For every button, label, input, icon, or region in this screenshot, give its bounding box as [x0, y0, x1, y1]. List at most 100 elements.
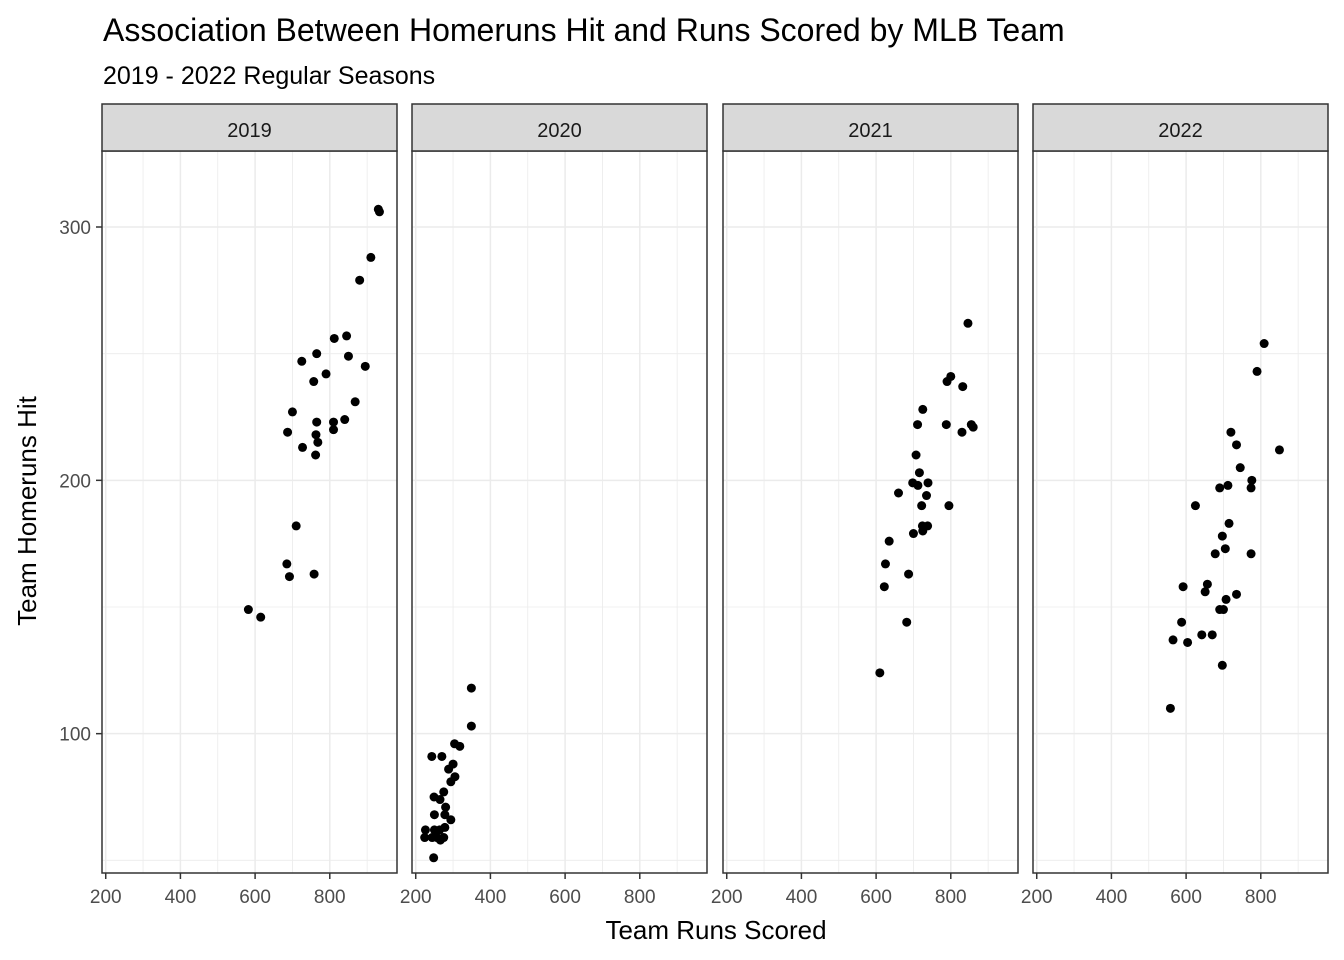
data-point [1274, 445, 1284, 455]
data-point [342, 331, 352, 341]
data-point [291, 521, 301, 531]
data-point [298, 442, 308, 452]
data-point [1224, 518, 1234, 528]
data-point [420, 833, 430, 843]
data-point [884, 536, 894, 546]
data-point [1168, 635, 1178, 645]
data-point [1202, 579, 1212, 589]
data-point [1215, 483, 1225, 493]
data-point [1218, 605, 1228, 615]
data-point [1246, 549, 1256, 559]
data-point [1232, 589, 1242, 599]
x-tick-label: 600 [860, 887, 892, 908]
data-point [1247, 475, 1257, 485]
data-point [1190, 501, 1200, 511]
data-point [1177, 617, 1187, 627]
data-point [429, 853, 439, 863]
y-axis-title: Team Homeruns Hit [12, 395, 42, 626]
data-point [444, 764, 454, 774]
data-point [297, 356, 307, 366]
facet-panel-2020: 2020 200 400 600 800 [400, 103, 708, 908]
facet-strip [411, 103, 708, 152]
data-point [923, 478, 933, 488]
panel-background [412, 151, 707, 873]
data-point [455, 741, 465, 751]
facet-panel-2021: 2021 200 400 600 800 [711, 103, 1019, 908]
facet-strip-label: 2022 [1158, 120, 1203, 142]
data-point [894, 488, 904, 498]
facet-strip [1032, 103, 1329, 152]
data-point [466, 721, 476, 731]
x-tick-label: 400 [1096, 887, 1128, 908]
data-point [1197, 630, 1207, 640]
data-point [343, 351, 353, 361]
data-point [311, 450, 321, 460]
x-tick-label: 400 [786, 887, 818, 908]
facet-strip-label: 2020 [537, 120, 582, 142]
data-point [1165, 703, 1175, 713]
facet-strip [722, 103, 1019, 152]
data-point [918, 404, 928, 414]
facet-strip [101, 103, 398, 152]
data-point [908, 529, 918, 539]
facet-strip-label: 2019 [227, 120, 272, 142]
data-point [446, 815, 456, 825]
chart-title: Association Between Homeruns Hit and Run… [103, 12, 1065, 48]
data-point [329, 333, 339, 343]
data-point [1223, 480, 1233, 490]
data-point [922, 491, 932, 501]
data-point [902, 617, 912, 627]
data-point [312, 417, 322, 427]
data-point [429, 825, 439, 835]
facet-panel-2022: 2022 200 400 600 800 [1021, 103, 1329, 908]
data-point [287, 407, 297, 417]
data-point [1221, 594, 1231, 604]
x-axis-title: Team Runs Scored [605, 915, 826, 945]
data-point [913, 480, 923, 490]
data-point [1220, 544, 1230, 554]
data-point [256, 612, 266, 622]
x-tick-label: 400 [165, 887, 197, 908]
x-tick-label: 800 [1245, 887, 1277, 908]
facet-panel-2019: 2019 200 400 600 800 [90, 103, 398, 908]
panel-background [102, 151, 397, 873]
data-point [1200, 587, 1210, 597]
data-point [917, 501, 927, 511]
data-point [1235, 463, 1245, 473]
data-point [435, 795, 445, 805]
data-point [282, 559, 292, 569]
data-point [1183, 637, 1193, 647]
x-tick-label: 600 [1170, 887, 1202, 908]
x-tick-label: 200 [400, 887, 432, 908]
data-point [904, 569, 914, 579]
x-tick-label: 800 [935, 887, 967, 908]
y-tick-label: 200 [59, 471, 91, 492]
y-axis-ticks: 100 200 300 [59, 218, 102, 746]
data-point [329, 417, 339, 427]
data-point [958, 382, 968, 392]
data-point [340, 415, 350, 425]
data-point [309, 569, 319, 579]
data-point [427, 751, 437, 761]
data-point [963, 318, 973, 328]
data-point [441, 802, 451, 812]
data-point [243, 605, 253, 615]
data-point [329, 425, 339, 435]
x-tick-label: 200 [711, 887, 743, 908]
data-point [1246, 483, 1256, 493]
data-point [284, 572, 294, 582]
data-point [875, 668, 885, 678]
panel-background [1033, 151, 1328, 873]
data-point [355, 275, 365, 285]
data-point [429, 810, 439, 820]
data-point [446, 777, 456, 787]
x-tick-label: 600 [239, 887, 271, 908]
data-point [313, 437, 323, 447]
data-point [466, 683, 476, 693]
data-point [941, 420, 951, 430]
data-point [1178, 582, 1188, 592]
x-tick-label: 800 [314, 887, 346, 908]
data-point [968, 422, 978, 432]
data-point [1226, 427, 1236, 437]
data-point [311, 430, 321, 440]
